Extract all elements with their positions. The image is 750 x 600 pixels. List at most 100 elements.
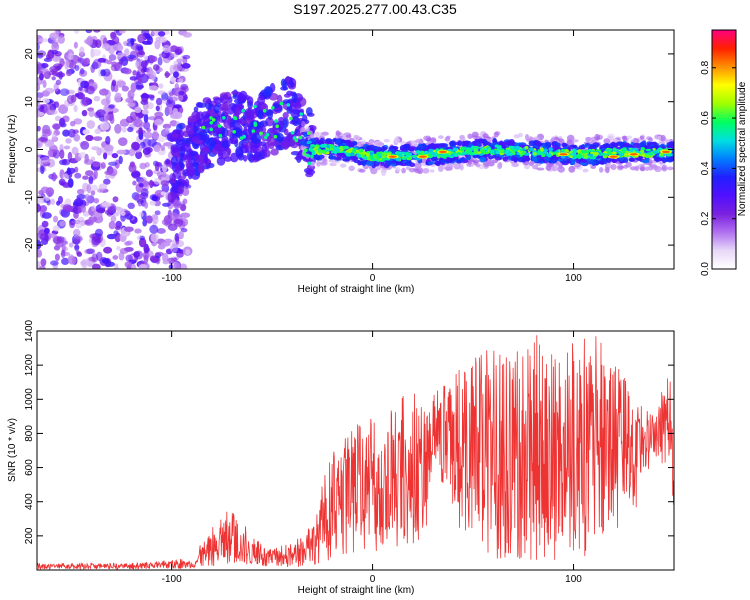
spectrogram-blob — [555, 162, 564, 167]
spectrogram-blob — [39, 206, 46, 213]
spectrogram-blob — [582, 168, 589, 173]
spectrogram-blob — [88, 176, 94, 185]
spectrogram-blob — [252, 154, 261, 161]
spectrogram-blob — [395, 157, 401, 162]
spectrogram-blob — [239, 136, 244, 140]
spectrogram-blob — [215, 145, 223, 150]
spectrogram-blob — [66, 70, 72, 77]
spectrogram-blob — [69, 61, 77, 70]
spectrogram-blob — [52, 215, 59, 223]
spectrogram-y-ticks: -20 -10 0 10 20 — [24, 48, 674, 252]
spectrogram-blob — [170, 243, 178, 253]
spectrogram-blob — [61, 158, 71, 166]
spectrogram-blob — [460, 137, 466, 142]
spectrogram-blob — [45, 187, 55, 197]
spectrogram-blob — [403, 143, 411, 149]
spectrogram-blob — [633, 142, 641, 147]
spectrogram-blob — [58, 70, 63, 80]
spectrogram-blob — [335, 138, 342, 144]
spectrogram-blob — [40, 165, 45, 175]
spectrogram-blob — [228, 136, 239, 145]
spectrogram-blob — [68, 242, 74, 248]
spectrogram-blob — [639, 166, 646, 172]
spectrogram-blob — [152, 64, 160, 71]
spectrogram-blob — [314, 150, 320, 154]
snr-y-ticks: 200 400 600 800 1000 1200 1400 — [24, 319, 674, 544]
spectrogram-blob — [335, 131, 342, 136]
spectrogram-blob — [529, 161, 535, 165]
spectrogram-blob — [57, 35, 65, 44]
spectrogram-blob — [437, 165, 443, 172]
spectrogram-blob — [51, 50, 58, 55]
spectrogram-blob — [482, 140, 489, 147]
spectrogram-blob — [304, 148, 308, 153]
spectrogram-blob — [101, 43, 111, 50]
spectrogram-blob — [80, 80, 90, 89]
spectrogram-blob — [37, 43, 40, 51]
spectrogram-blob — [112, 255, 119, 260]
spectrogram-blob — [162, 44, 171, 54]
spectrogram-blob — [53, 30, 60, 39]
spectrogram-blob — [83, 159, 94, 165]
spectrogram-blob — [175, 235, 180, 245]
spectrogram-blob — [310, 144, 316, 148]
spectrogram-blob — [551, 145, 560, 151]
spectrogram-blob — [386, 160, 392, 167]
spectrogram-blob — [118, 58, 123, 65]
spectrogram-blob — [161, 99, 168, 104]
spectrogram-blob — [169, 177, 177, 184]
spectrogram-blob — [110, 64, 118, 72]
colorbar-tick-label: 0.0 — [700, 262, 711, 276]
spectrogram-blob — [74, 243, 80, 252]
spectrogram-blob — [390, 163, 397, 167]
spectrogram-blob — [511, 162, 520, 168]
spectrogram-blob — [621, 147, 627, 152]
spectrogram-blob — [98, 183, 108, 190]
spectrogram-blob — [317, 149, 324, 154]
spectrogram-blob — [138, 263, 147, 269]
spectrogram-blob — [651, 145, 659, 149]
spectrogram-blob — [291, 115, 300, 127]
spectrogram-blob — [100, 162, 106, 169]
spectrogram-blob — [502, 156, 508, 162]
spectrogram-blob — [203, 153, 209, 165]
spectrogram-blob — [52, 174, 58, 180]
spectrogram-blob — [171, 133, 180, 138]
spectrogram-blob — [622, 136, 628, 141]
spectrogram-blob — [68, 167, 76, 174]
spectrogram-blob — [557, 166, 565, 173]
spectrogram-blob — [275, 124, 280, 129]
snr-ylabel: SNR (10 * v/v) — [7, 418, 18, 482]
spectrogram-blob — [64, 59, 70, 70]
spectrogram-blob — [142, 147, 151, 155]
spectrogram-blob — [592, 152, 597, 156]
spectrogram-blob — [185, 166, 196, 178]
spectrogram-blob — [366, 161, 375, 166]
spectrogram-blob — [639, 136, 644, 140]
spectrogram-blob — [108, 220, 116, 230]
spectrogram-blob — [61, 257, 70, 265]
spectrogram-blob — [519, 148, 524, 152]
spectrogram-blob — [156, 227, 166, 234]
spectrogram-blob — [241, 109, 245, 113]
spectrogram-blob — [521, 151, 525, 156]
spectrogram-blob — [189, 150, 198, 157]
spectrogram-blob — [76, 251, 83, 257]
spectrogram-blob — [283, 128, 289, 136]
spectrogram-blob — [95, 109, 106, 118]
spectrogram-blob — [345, 149, 351, 153]
spectrogram-blob — [578, 152, 582, 158]
spectrogram-blob — [134, 60, 140, 68]
spectrogram-blob — [171, 146, 180, 154]
spectrogram-blob — [47, 150, 53, 158]
spectrogram-blob — [575, 159, 582, 164]
spectrogram-blob — [120, 56, 129, 67]
spectrogram-blob — [101, 88, 107, 93]
spectrogram-blob — [212, 136, 219, 143]
spectrogram-blob — [174, 48, 183, 56]
colorbar-tick-label: 0.6 — [700, 111, 711, 125]
spectrogram-blob — [528, 140, 536, 147]
spectrogram-blob — [356, 153, 362, 158]
spectrogram-blob — [106, 233, 117, 240]
spectrogram-blob — [73, 41, 78, 49]
